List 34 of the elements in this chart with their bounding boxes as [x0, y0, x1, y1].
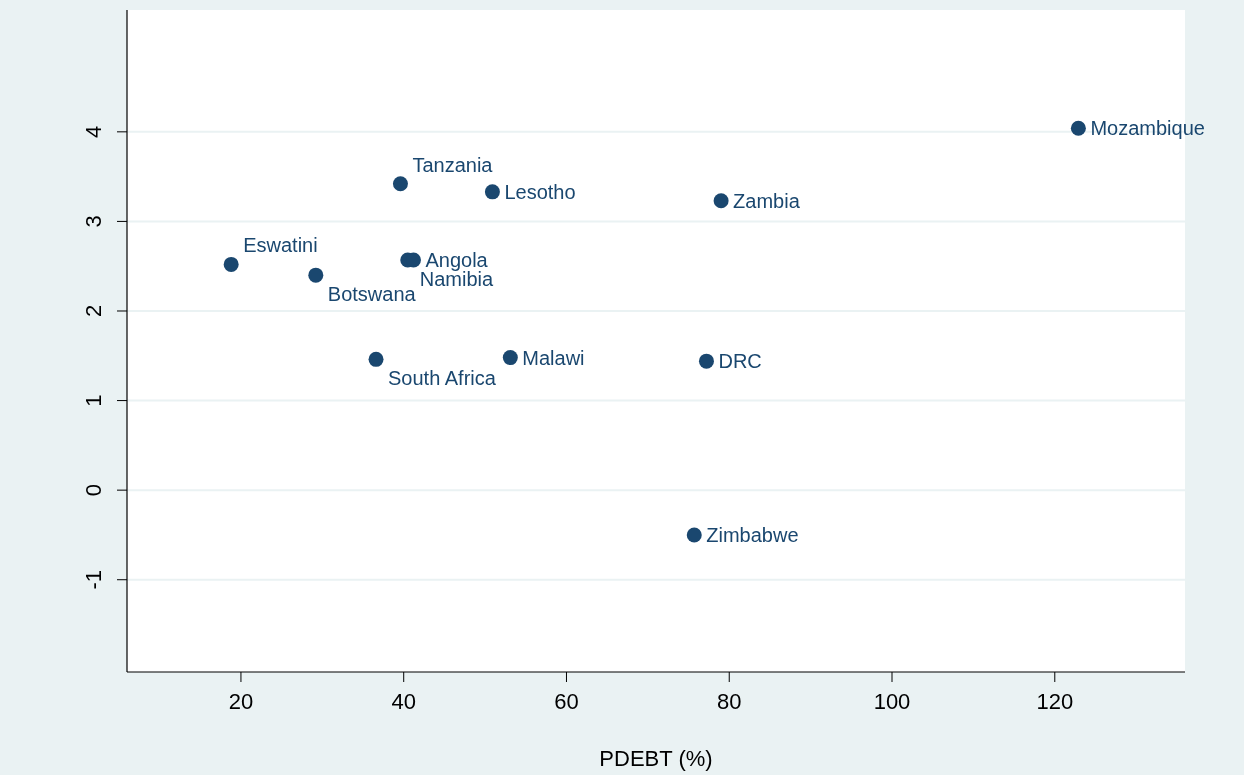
point [713, 193, 729, 209]
point [223, 256, 239, 272]
point [686, 527, 702, 543]
annotation: Eswatini [243, 234, 318, 257]
annotation: Botswana [327, 283, 417, 306]
annotation: Zambia [733, 189, 801, 212]
point [392, 176, 408, 192]
annotation: DRC [718, 350, 762, 373]
annotation: Lesotho [504, 180, 576, 203]
annotation: Tanzania [412, 153, 494, 176]
point [698, 353, 714, 369]
point [502, 350, 518, 366]
annotation: Angola [425, 248, 489, 271]
x-axis-title: PDEBT (%) [599, 746, 713, 771]
annotation: Malawi [522, 346, 585, 369]
x-tick-label: 100 [873, 689, 911, 714]
point [1070, 120, 1086, 136]
annotation: Mozambique [1090, 117, 1205, 140]
point [368, 351, 384, 367]
y-tick-label: 2 [81, 304, 106, 318]
y-tick-label: -1 [81, 569, 106, 590]
y-tick-label: 3 [81, 215, 106, 228]
y-tick-label: 4 [81, 125, 106, 138]
x-tick-label: 80 [717, 689, 742, 714]
annotation: Zimbabwe [706, 523, 799, 546]
x-tick-label: 120 [1036, 689, 1074, 714]
point [308, 267, 324, 283]
x-tick-label: 40 [391, 689, 416, 714]
y-tick-label: 1 [81, 394, 106, 407]
x-tick-label: 60 [554, 689, 579, 714]
y-tick-label: 0 [81, 484, 106, 497]
x-tick-label: 20 [228, 689, 254, 714]
annotation: South Africa [388, 367, 497, 390]
point [484, 184, 500, 200]
